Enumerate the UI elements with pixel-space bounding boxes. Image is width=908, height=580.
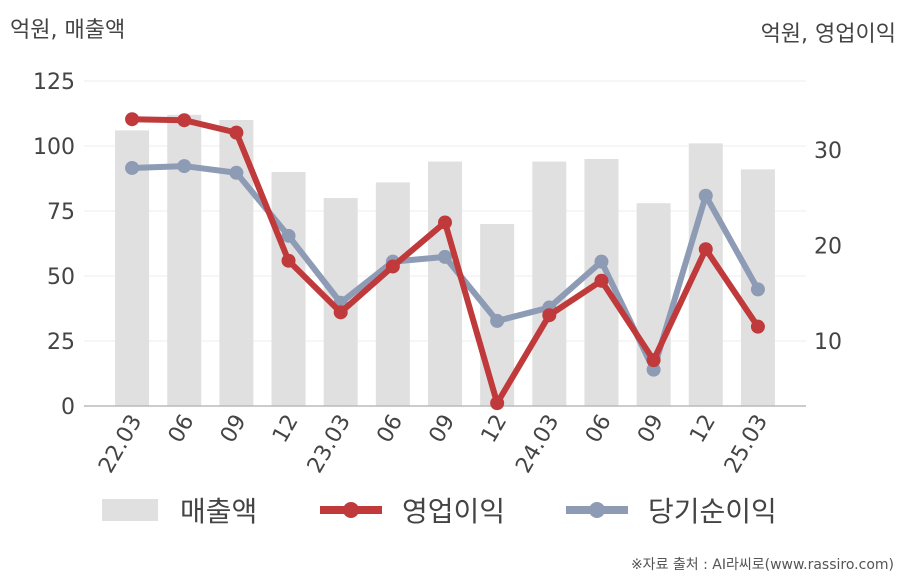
bar-sales-06 <box>375 182 410 406</box>
source-note: ※자료 출처 : AI라씨로(www.rassiro.com) <box>630 557 894 573</box>
x-tick-22.03: 22.03 <box>94 411 147 478</box>
x-tick-09: 09 <box>425 411 461 448</box>
point-net-income-06 <box>594 254 609 269</box>
legend-swatch-net-income <box>566 502 628 518</box>
bar-sales-24.03 <box>532 161 567 406</box>
y-right-tick-20: 20 <box>814 234 842 259</box>
x-tick-09: 09 <box>633 411 669 448</box>
point-operating-profit-12 <box>490 396 505 411</box>
point-operating-profit-09 <box>438 215 452 230</box>
point-net-income-12 <box>698 188 713 203</box>
y-left-tick-0: 0 <box>61 395 75 420</box>
y-right-ticks: 10 20 30 <box>814 139 842 355</box>
y-left-ticks: 0 25 50 75 100 125 <box>33 70 75 420</box>
bar-sales-09 <box>428 161 462 406</box>
x-tick-25.03: 25.03 <box>720 411 773 478</box>
y-right-tick-10: 10 <box>814 330 842 355</box>
point-net-income-12 <box>490 313 505 328</box>
x-tick-12: 12 <box>477 410 513 447</box>
y-left-tick-25: 25 <box>47 330 75 355</box>
point-net-income-09 <box>229 165 244 180</box>
x-tick-12: 12 <box>268 411 304 448</box>
y-left-tick-50: 50 <box>47 265 75 290</box>
line-layer <box>125 112 765 411</box>
point-net-income-22.03 <box>125 160 140 175</box>
point-net-income-06 <box>177 159 192 174</box>
legend-label-net-income: 당기순이익 <box>648 495 777 528</box>
right-axis-unit: 억원, 영업이익 <box>760 22 896 47</box>
point-operating-profit-06 <box>594 273 609 288</box>
point-operating-profit-09 <box>646 353 661 368</box>
legend-item-net-income: 당기순이익 <box>566 490 777 530</box>
legend-swatch-operating-profit <box>320 502 382 518</box>
bar-sales-06 <box>167 114 202 407</box>
x-ticks: 22.03 06 09 12 23.03 06 09 12 24.03 06 09 12 25.03 <box>94 410 773 477</box>
point-net-income-12 <box>281 228 296 243</box>
point-operating-profit-09 <box>229 125 244 140</box>
legend-label-operating-profit: 영업이익 <box>402 495 506 528</box>
bar-sales-22.03 <box>115 130 150 406</box>
legend-item-sales: 매출액 <box>102 490 257 530</box>
x-tick-24.03: 24.03 <box>511 411 564 478</box>
x-tick-06: 06 <box>581 411 617 448</box>
bar-sales-12 <box>271 172 306 406</box>
y-left-tick-75: 75 <box>47 200 75 225</box>
x-tick-23.03: 23.03 <box>303 411 356 478</box>
x-tick-09: 09 <box>216 411 252 448</box>
point-operating-profit-23.03 <box>333 305 348 320</box>
legend-swatch-sales <box>102 499 158 521</box>
point-net-income-09 <box>438 249 452 264</box>
y-left-tick-125: 125 <box>33 70 75 95</box>
point-operating-profit-25.03 <box>750 319 765 334</box>
point-operating-profit-06 <box>385 259 400 274</box>
point-operating-profit-22.03 <box>125 112 140 127</box>
legend-label-sales: 매출액 <box>180 495 258 528</box>
left-axis-unit: 억원, 매출액 <box>10 18 126 43</box>
legend-item-operating-profit: 영업이익 <box>320 490 505 530</box>
legend: 매출액 영업이익 당기순이익 <box>0 490 908 540</box>
point-operating-profit-24.03 <box>542 308 557 323</box>
point-operating-profit-12 <box>698 242 713 257</box>
y-right-tick-30: 30 <box>814 139 842 164</box>
x-tick-06: 06 <box>164 411 200 448</box>
x-tick-12: 12 <box>685 411 721 448</box>
x-tick-06: 06 <box>372 411 408 448</box>
point-operating-profit-06 <box>177 113 192 128</box>
point-net-income-25.03 <box>750 282 765 297</box>
y-left-tick-100: 100 <box>33 135 75 160</box>
point-operating-profit-12 <box>281 253 296 268</box>
